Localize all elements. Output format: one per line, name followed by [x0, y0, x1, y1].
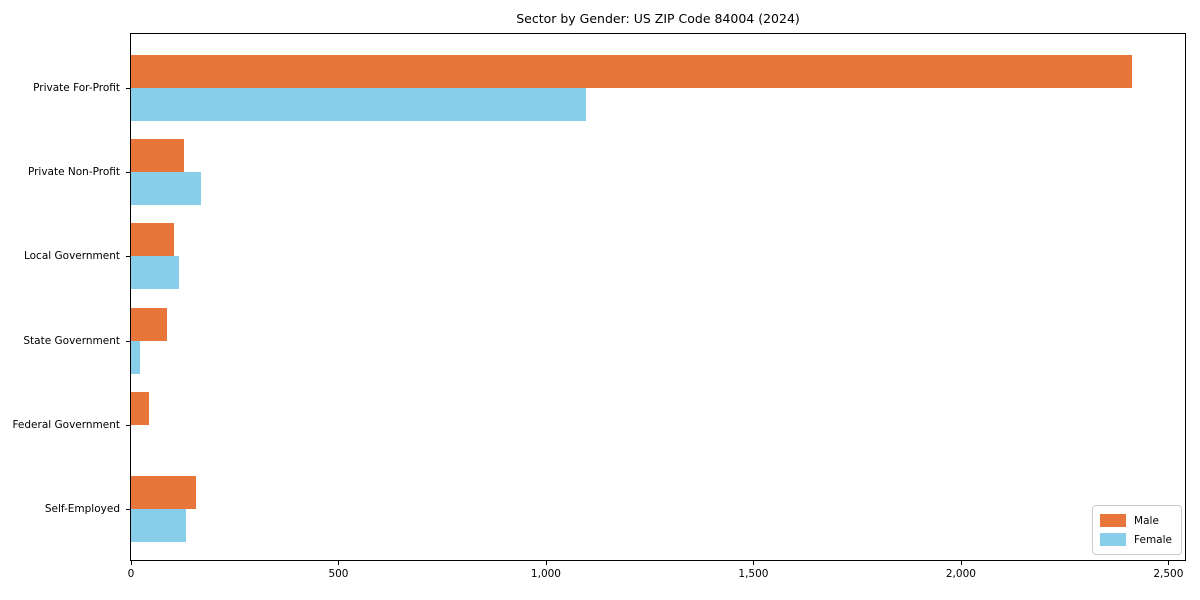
x-tick-mark	[1168, 561, 1170, 565]
bar-group	[131, 391, 1185, 458]
y-tick-label: Federal Government	[12, 418, 120, 431]
legend-label: Female	[1134, 533, 1172, 546]
x-tick-label: 1,000	[530, 568, 561, 580]
bar-group	[131, 139, 1185, 206]
x-tick-label: 0	[127, 568, 135, 580]
bar-male	[131, 55, 1133, 89]
legend: Male Female	[1092, 505, 1182, 555]
bar-male	[131, 223, 174, 257]
bar-female	[131, 256, 179, 290]
plot-area: Male Female	[130, 33, 1186, 561]
bar-group	[131, 475, 1185, 542]
bar-female	[131, 508, 186, 542]
x-tick-mark	[131, 561, 132, 565]
y-tick-mark	[126, 88, 130, 90]
x-tick-label: 500	[328, 568, 349, 580]
bar-group	[131, 55, 1185, 122]
bar-group	[131, 223, 1185, 290]
chart-title: Sector by Gender: US ZIP Code 84004 (202…	[516, 11, 800, 26]
bar-female	[131, 340, 141, 374]
legend-swatch-female	[1100, 533, 1127, 546]
bar-female	[131, 172, 201, 206]
y-tick-mark	[126, 424, 130, 426]
x-tick-label: 1,500	[738, 568, 769, 580]
y-tick-mark	[126, 256, 130, 258]
legend-item: Male	[1100, 511, 1172, 530]
bar-male	[131, 475, 196, 509]
legend-swatch-male	[1100, 514, 1127, 527]
y-tick-mark	[126, 340, 130, 342]
bar-male	[131, 139, 185, 173]
x-tick-mark	[545, 561, 547, 565]
y-tick-label: Local Government	[23, 250, 120, 263]
y-tick-label: Private For-Profit	[33, 82, 120, 95]
bar-male	[131, 307, 168, 341]
bar-male	[131, 391, 149, 425]
x-tick-label: 2,000	[945, 568, 976, 580]
x-tick-mark	[960, 561, 962, 565]
bar-female	[131, 88, 587, 122]
legend-item: Female	[1100, 530, 1172, 549]
y-tick-mark	[126, 172, 130, 174]
y-tick-label: State Government	[23, 334, 120, 347]
x-tick-label: 2,500	[1153, 568, 1184, 580]
y-tick-label: Self-Employed	[44, 502, 120, 515]
legend-label: Male	[1134, 514, 1159, 527]
x-tick-mark	[338, 561, 340, 565]
y-tick-label: Private Non-Profit	[27, 166, 120, 179]
x-tick-mark	[753, 561, 755, 565]
y-tick-mark	[126, 508, 130, 510]
bar-group	[131, 307, 1185, 374]
